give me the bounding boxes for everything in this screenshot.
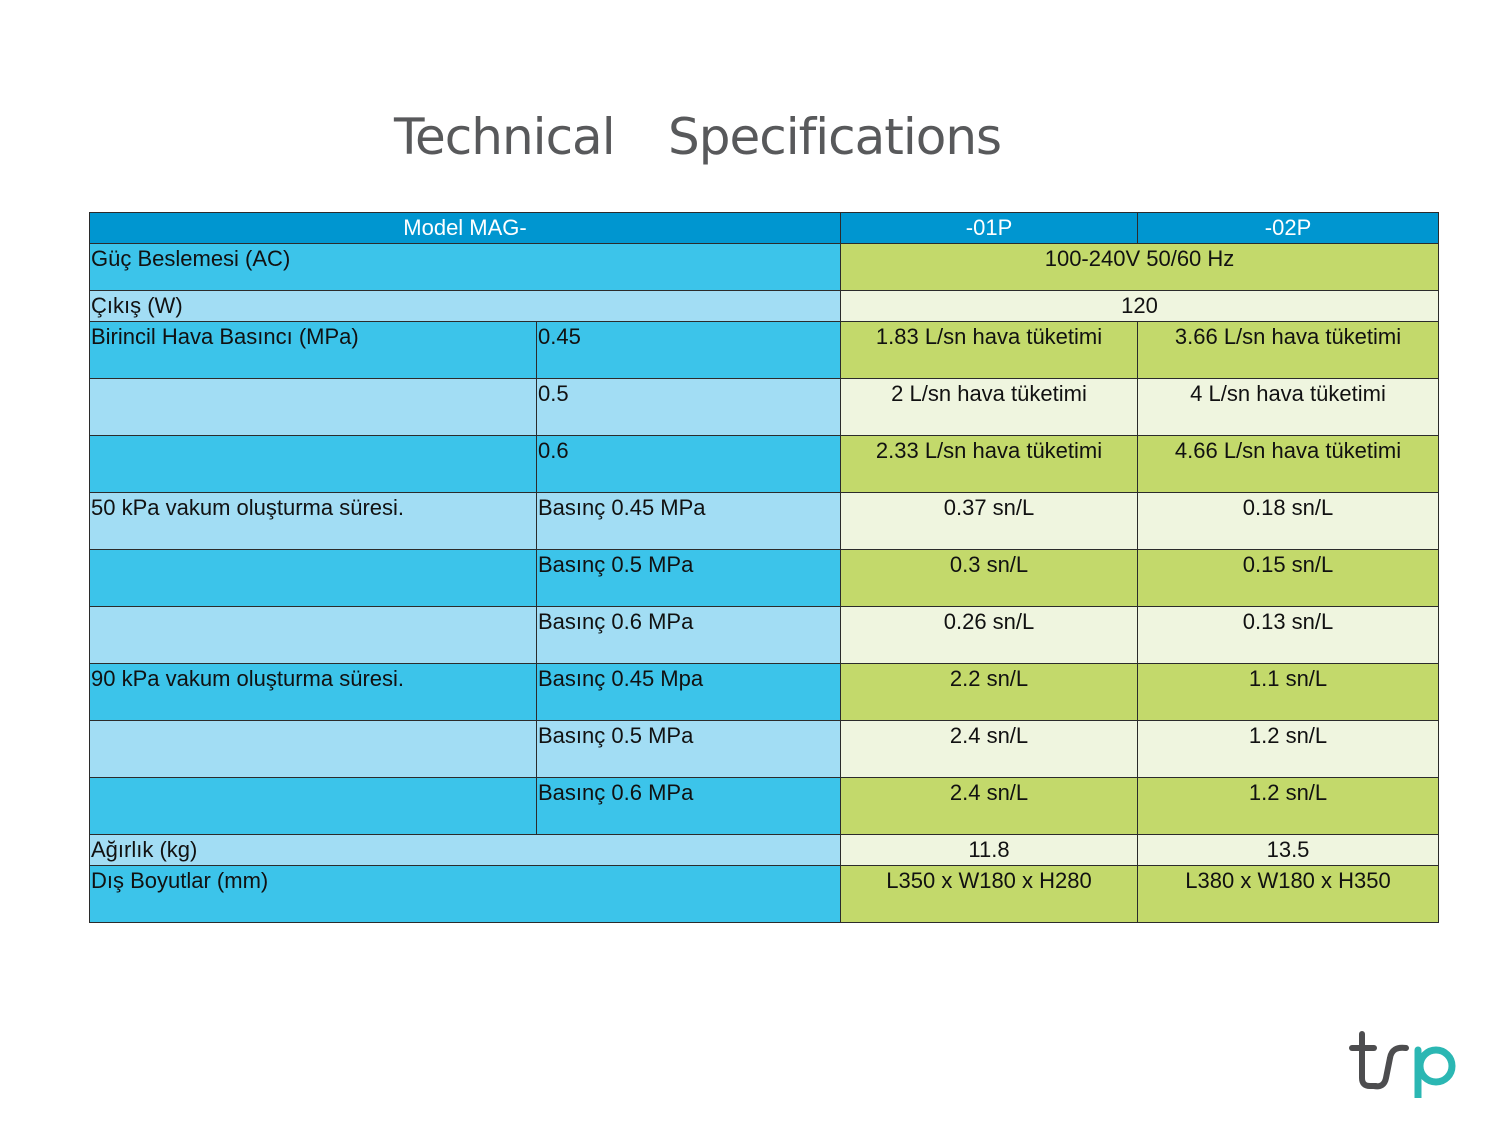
vac50-01p: 0.26 sn/L <box>840 606 1139 664</box>
spec-table: Model MAG- -01P -02P Güç Beslemesi (AC) … <box>88 212 1440 923</box>
air-pressure-01p: 2 L/sn hava tüketimi <box>840 378 1139 436</box>
air-pressure-02p: 3.66 L/sn hava tüketimi <box>1137 321 1440 379</box>
vac90-sub: Basınç 0.5 MPa <box>535 720 842 778</box>
vac50-sub: Basınç 0.45 MPa <box>535 492 842 550</box>
weight-01p: 11.8 <box>840 834 1139 866</box>
empty-label-cell <box>89 777 537 835</box>
vac50-02p: 0.15 sn/L <box>1137 549 1440 607</box>
air-pressure-01p: 1.83 L/sn hava tüketimi <box>840 321 1139 379</box>
vac90-label: 90 kPa vakum oluşturma süresi. <box>89 663 537 721</box>
table-row: Basınç 0.5 MPa 0.3 sn/L 0.15 sn/L <box>89 549 1440 607</box>
vac90-01p: 2.4 sn/L <box>840 777 1139 835</box>
weight-02p: 13.5 <box>1137 834 1440 866</box>
table-row: Ağırlık (kg) 11.8 13.5 <box>88 834 1440 866</box>
vac90-01p: 2.4 sn/L <box>840 720 1139 778</box>
header-col-02p: -02P <box>1137 212 1440 244</box>
table-row: Güç Beslemesi (AC) 100-240V 50/60 Hz <box>88 243 1440 291</box>
table-row: 90 kPa vakum oluşturma süresi. Basınç 0.… <box>89 663 1440 721</box>
tsp-logo <box>1349 1031 1456 1098</box>
table-row: Basınç 0.6 MPa 0.26 sn/L 0.13 sn/L <box>89 606 1440 664</box>
table-row: 0.6 2.33 L/sn hava tüketimi 4.66 L/sn ha… <box>89 435 1440 493</box>
table-row: Basınç 0.5 MPa 2.4 sn/L 1.2 sn/L <box>89 720 1440 778</box>
vac50-sub: Basınç 0.5 MPa <box>535 549 842 607</box>
empty-label-cell <box>89 549 537 607</box>
table-row: Birincil Hava Basıncı (MPa) 0.45 1.83 L/… <box>89 321 1440 379</box>
empty-label-cell <box>89 720 537 778</box>
table-row: Basınç 0.6 MPa 2.4 sn/L 1.2 sn/L <box>89 777 1440 835</box>
output-label: Çıkış (W) <box>88 290 842 322</box>
page-title: Technical Specifications <box>0 108 1500 178</box>
dimensions-label: Dış Boyutlar (mm) <box>88 865 842 923</box>
air-pressure-02p: 4.66 L/sn hava tüketimi <box>1137 435 1440 493</box>
weight-label: Ağırlık (kg) <box>88 834 842 866</box>
title-word-specifications: Specifications <box>668 108 1002 166</box>
power-value: 100-240V 50/60 Hz <box>840 243 1440 291</box>
dimensions-02p: L380 x W180 x H350 <box>1137 865 1440 923</box>
vac50-label: 50 kPa vakum oluşturma süresi. <box>89 492 537 550</box>
air-pressure-01p: 2.33 L/sn hava tüketimi <box>840 435 1139 493</box>
title-word-technical: Technical <box>394 108 616 166</box>
dimensions-01p: L350 x W180 x H280 <box>840 865 1139 923</box>
table-row: Çıkış (W) 120 <box>88 290 1440 322</box>
header-row: Model MAG- -01P -02P <box>88 212 1440 244</box>
empty-label-cell <box>89 435 537 493</box>
output-value: 120 <box>840 290 1440 322</box>
vac90-02p: 1.2 sn/L <box>1137 720 1440 778</box>
header-col-01p: -01P <box>840 212 1139 244</box>
vac50-02p: 0.18 sn/L <box>1137 492 1440 550</box>
table-row: 0.5 2 L/sn hava tüketimi 4 L/sn hava tük… <box>89 378 1440 436</box>
air-pressure-sub: 0.45 <box>535 321 842 379</box>
empty-label-cell <box>89 378 537 436</box>
vac90-02p: 1.1 sn/L <box>1137 663 1440 721</box>
empty-label-cell <box>89 606 537 664</box>
air-pressure-02p: 4 L/sn hava tüketimi <box>1137 378 1440 436</box>
table-row: Dış Boyutlar (mm) L350 x W180 x H280 L38… <box>88 865 1440 923</box>
vac90-01p: 2.2 sn/L <box>840 663 1139 721</box>
header-model: Model MAG- <box>88 212 842 244</box>
table-row: 50 kPa vakum oluşturma süresi. Basınç 0.… <box>89 492 1440 550</box>
vac50-01p: 0.37 sn/L <box>840 492 1139 550</box>
vac50-02p: 0.13 sn/L <box>1137 606 1440 664</box>
air-pressure-sub: 0.5 <box>535 378 842 436</box>
vac90-02p: 1.2 sn/L <box>1137 777 1440 835</box>
air-pressure-sub: 0.6 <box>535 435 842 493</box>
vac90-sub: Basınç 0.45 Mpa <box>535 663 842 721</box>
vac50-01p: 0.3 sn/L <box>840 549 1139 607</box>
air-pressure-label: Birincil Hava Basıncı (MPa) <box>89 321 537 379</box>
vac50-sub: Basınç 0.6 MPa <box>535 606 842 664</box>
power-label: Güç Beslemesi (AC) <box>88 243 842 291</box>
vac90-sub: Basınç 0.6 MPa <box>535 777 842 835</box>
